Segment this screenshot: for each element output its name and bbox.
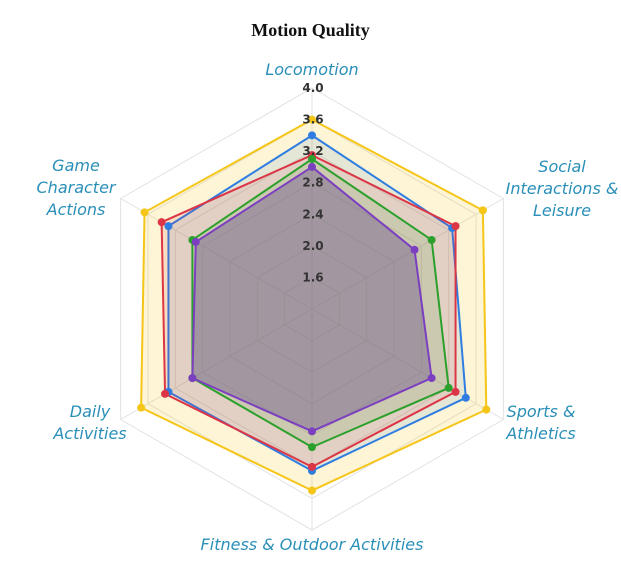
data-point xyxy=(137,403,146,412)
data-point xyxy=(427,374,436,383)
tick-label: 1.6 xyxy=(302,270,323,284)
data-point xyxy=(308,162,316,171)
data-point xyxy=(308,486,316,495)
axis-spoke xyxy=(120,198,313,310)
axis-label: Social Interactions & Leisure xyxy=(506,157,619,220)
tick-label: 2.8 xyxy=(302,176,323,190)
data-point xyxy=(410,245,419,254)
data-point xyxy=(164,222,173,231)
data-point xyxy=(161,389,170,398)
data-point xyxy=(444,383,453,392)
data-point xyxy=(308,443,316,452)
data-point xyxy=(451,222,460,231)
tick-label: 2.0 xyxy=(302,239,323,253)
axis-label: Game Character Actions xyxy=(37,156,117,219)
axis-label: Daily Activities xyxy=(52,402,126,443)
tick-label: 4.0 xyxy=(302,81,323,95)
data-point xyxy=(308,427,316,436)
chart-title: Motion Quality xyxy=(251,20,370,40)
axis-label: Locomotion xyxy=(265,60,358,79)
data-point xyxy=(482,405,491,414)
data-point xyxy=(308,115,316,124)
axis-label: Sports & Athletics xyxy=(505,402,576,443)
tick-label: 3.2 xyxy=(302,144,323,158)
data-point xyxy=(451,387,460,396)
tick-label: 3.6 xyxy=(302,113,323,127)
data-point xyxy=(308,462,316,471)
tick-label: 2.4 xyxy=(302,207,323,221)
data-point xyxy=(191,237,200,246)
axis-spoke xyxy=(311,198,504,310)
data-point xyxy=(308,131,316,140)
data-point xyxy=(188,374,197,383)
data-point xyxy=(461,393,470,402)
data-point xyxy=(140,208,149,217)
data-point xyxy=(157,218,166,227)
data-point xyxy=(308,155,316,164)
axis-spoke xyxy=(120,308,313,420)
axis-label: Fitness & Outdoor Activities xyxy=(201,535,424,554)
data-point xyxy=(427,235,436,244)
data-point xyxy=(478,206,487,215)
axis-spoke xyxy=(311,308,504,420)
